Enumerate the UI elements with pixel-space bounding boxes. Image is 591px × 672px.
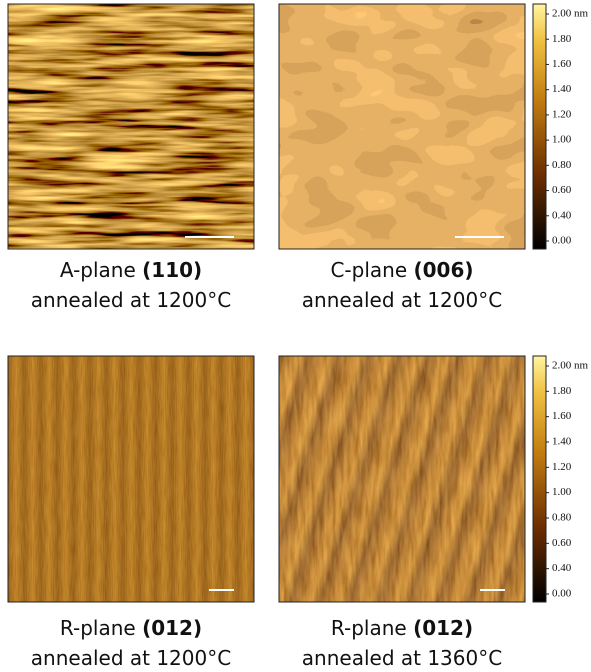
colorbar-label: 1.60 xyxy=(552,58,572,70)
panel-condition: annealed at 1200°C xyxy=(31,288,231,312)
colorbar-label: 2.00 nm xyxy=(552,360,589,372)
panel-title: R-plane (012) xyxy=(60,616,202,640)
colorbar-label: 0.60 xyxy=(552,184,572,196)
miller-index: (012) xyxy=(142,616,202,640)
colorbar-label: 1.40 xyxy=(552,83,572,95)
colorbar-label: 1.80 xyxy=(552,385,572,397)
colorbar xyxy=(533,356,546,602)
afm-image xyxy=(279,4,525,249)
miller-index: (006) xyxy=(414,258,474,282)
panel-title: A-plane (110) xyxy=(60,258,202,282)
colorbar-label: 1.20 xyxy=(552,461,572,473)
miller-index: (110) xyxy=(142,258,202,282)
panel-condition: annealed at 1360°C xyxy=(302,646,502,670)
colorbar-label: 0.40 xyxy=(552,562,572,574)
colorbar-label: 0.00 xyxy=(552,588,572,600)
panel-title: C-plane (006) xyxy=(330,258,473,282)
afm-image xyxy=(8,356,254,602)
colorbar-label: 1.00 xyxy=(552,134,572,146)
colorbar-label: 1.80 xyxy=(552,33,572,45)
panel-condition: annealed at 1200°C xyxy=(302,288,502,312)
miller-index: (012) xyxy=(413,616,473,640)
colorbar-label: 0.40 xyxy=(552,209,572,221)
colorbar xyxy=(533,4,546,249)
colorbar-label: 1.00 xyxy=(552,486,572,498)
panel-condition: annealed at 1200°C xyxy=(31,646,231,670)
colorbar-label: 1.40 xyxy=(552,436,572,448)
panel-title: R-plane (012) xyxy=(331,616,473,640)
colorbar-label: 0.60 xyxy=(552,537,572,549)
colorbar-label: 1.60 xyxy=(552,410,572,422)
colorbar-label: 0.00 xyxy=(552,235,572,247)
plane-name: C-plane xyxy=(330,258,407,282)
afm-image xyxy=(8,4,254,249)
plane-name: R-plane xyxy=(60,616,136,640)
figure: A-plane (110) annealed at 1200°C C-plane (… xyxy=(0,0,591,672)
plane-name: A-plane xyxy=(60,258,136,282)
plane-name: R-plane xyxy=(331,616,407,640)
afm-image xyxy=(279,356,525,602)
colorbar-label: 0.80 xyxy=(552,159,572,171)
colorbar-label: 2.00 nm xyxy=(552,8,589,20)
colorbar-label: 1.20 xyxy=(552,108,572,120)
colorbar-label: 0.80 xyxy=(552,512,572,524)
